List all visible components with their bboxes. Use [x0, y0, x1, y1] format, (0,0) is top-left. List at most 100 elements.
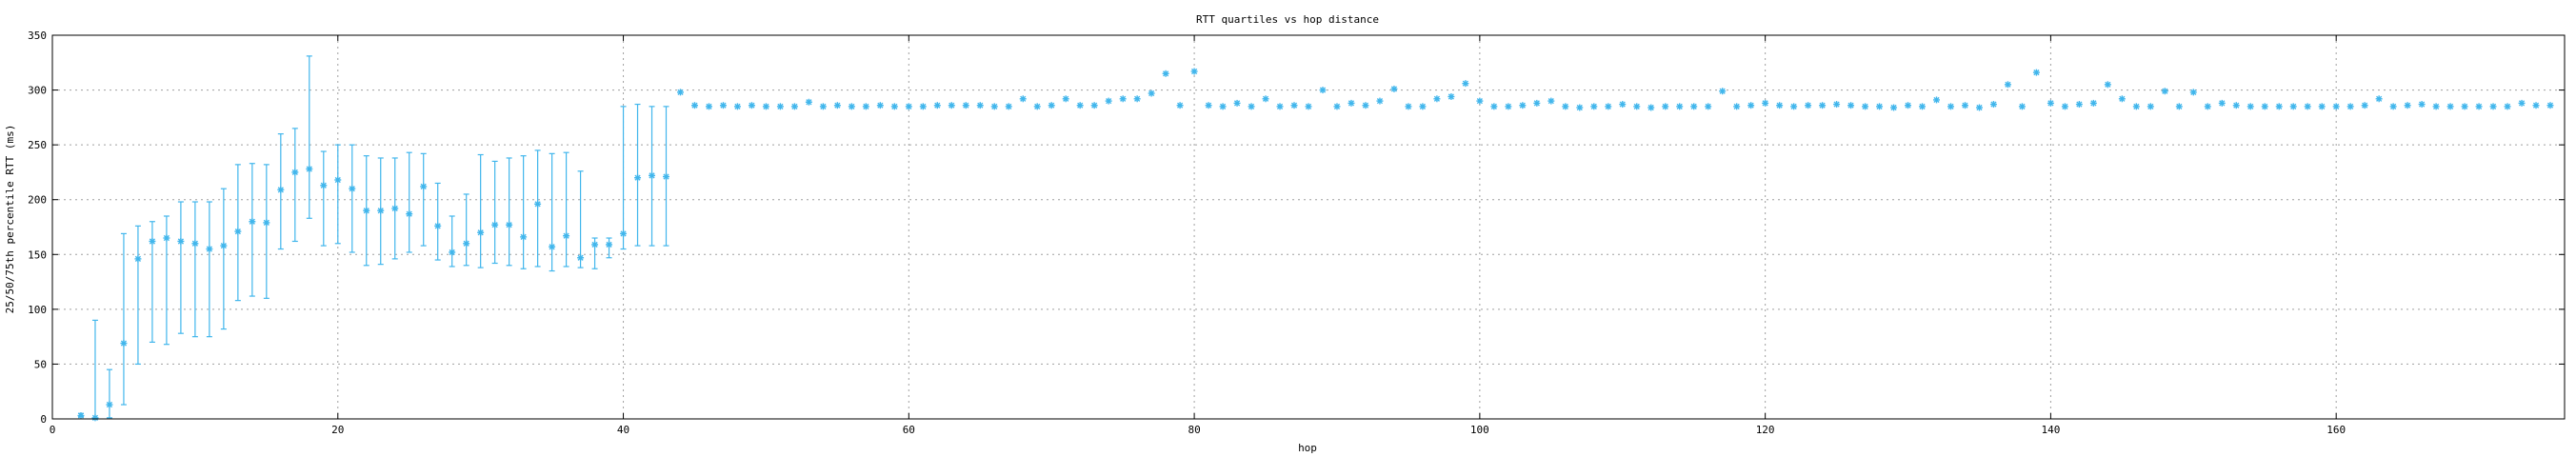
- median-point: [790, 103, 798, 110]
- median-point: [663, 173, 670, 181]
- error-bar: [406, 151, 412, 253]
- median-point: [77, 412, 85, 420]
- median-point: [2532, 102, 2540, 109]
- median-point: [848, 103, 855, 110]
- error-bar: [191, 201, 198, 338]
- median-point: [933, 102, 941, 109]
- median-point: [1833, 101, 1841, 109]
- median-point: [1619, 101, 1627, 109]
- median-point: [2075, 101, 2083, 109]
- median-point: [677, 89, 684, 96]
- median-point: [1448, 92, 1455, 100]
- median-point: [220, 242, 228, 249]
- median-point: [2389, 103, 2397, 110]
- median-point: [406, 210, 413, 218]
- median-point: [2332, 103, 2340, 110]
- median-point: [2218, 99, 2226, 107]
- median-point: [177, 237, 185, 245]
- median-point: [1162, 70, 1169, 77]
- x-tick-label: 120: [1756, 424, 1775, 436]
- median-point: [1876, 103, 1884, 110]
- median-point: [549, 243, 556, 250]
- median-point: [1533, 99, 1541, 107]
- median-point: [1605, 103, 1612, 110]
- median-point: [1433, 95, 1441, 103]
- median-point: [1205, 102, 1212, 109]
- median-point: [862, 103, 869, 110]
- error-bar: [263, 164, 270, 299]
- median-point: [2247, 103, 2254, 110]
- data-marks: [77, 55, 2554, 422]
- median-point: [2161, 88, 2168, 95]
- median-point: [876, 102, 884, 109]
- median-point: [733, 103, 741, 110]
- median-point: [976, 102, 984, 109]
- x-tick-label: 160: [2326, 424, 2346, 436]
- median-point: [1662, 103, 1669, 110]
- median-point: [449, 248, 456, 256]
- axis-ticks: 0 50 100 150 200 250 300 350 0 20 40 60 80 100 120 140 1…: [28, 30, 2565, 436]
- x-axis-label: hop: [1298, 442, 1317, 454]
- median-point: [391, 205, 399, 212]
- x-tick-label: 60: [903, 424, 915, 436]
- median-point: [1862, 103, 1869, 110]
- median-point: [291, 169, 299, 176]
- median-point: [1790, 103, 1798, 110]
- median-point: [2032, 69, 2040, 76]
- median-point: [1276, 103, 1284, 110]
- median-point: [1419, 103, 1427, 110]
- median-point: [277, 186, 285, 193]
- y-tick-label: 150: [28, 248, 47, 261]
- error-bar: [291, 128, 298, 243]
- median-point: [1975, 104, 1983, 111]
- median-point: [1105, 97, 1112, 105]
- median-point: [1747, 102, 1755, 109]
- median-point: [2004, 81, 2011, 89]
- median-point: [2261, 103, 2268, 110]
- median-point: [748, 102, 755, 109]
- x-tick-label: 140: [2041, 424, 2060, 436]
- median-point: [1262, 95, 1269, 103]
- median-point: [1476, 97, 1484, 105]
- median-point: [2418, 101, 2426, 109]
- error-bar: [206, 201, 212, 338]
- median-point: [2489, 103, 2497, 110]
- x-tick-label: 80: [1188, 424, 1200, 436]
- error-bar: [220, 188, 227, 330]
- y-tick-label: 350: [28, 30, 47, 42]
- x-tick-label: 20: [331, 424, 344, 436]
- median-point: [520, 233, 528, 241]
- median-point: [1733, 103, 1741, 110]
- x-tick-label: 100: [1470, 424, 1489, 436]
- y-tick-label: 250: [28, 139, 47, 151]
- median-point: [2475, 103, 2483, 110]
- median-point: [2018, 103, 2026, 110]
- median-point: [534, 200, 542, 208]
- median-point: [2104, 81, 2111, 89]
- median-point: [2446, 103, 2454, 110]
- median-point: [2147, 103, 2154, 110]
- median-point: [1633, 103, 1641, 110]
- x-tick-label: 0: [50, 424, 56, 436]
- error-bar: [334, 144, 341, 245]
- median-point: [234, 228, 242, 235]
- median-point: [206, 246, 213, 253]
- median-point: [1590, 103, 1598, 110]
- median-point: [2461, 103, 2468, 110]
- median-point: [1362, 102, 1369, 109]
- error-bar: [477, 153, 484, 268]
- median-point: [1248, 103, 1255, 110]
- median-point: [1762, 99, 1769, 107]
- error-bar: [449, 215, 455, 268]
- median-point: [506, 221, 513, 228]
- median-point: [1319, 87, 1327, 94]
- median-point: [1905, 102, 1912, 109]
- median-point: [833, 102, 841, 109]
- median-point: [577, 254, 585, 262]
- median-point: [91, 414, 99, 422]
- median-point: [463, 240, 470, 248]
- median-point: [249, 218, 256, 226]
- median-point: [919, 103, 927, 110]
- median-point: [1219, 103, 1227, 110]
- median-point: [1847, 102, 1855, 109]
